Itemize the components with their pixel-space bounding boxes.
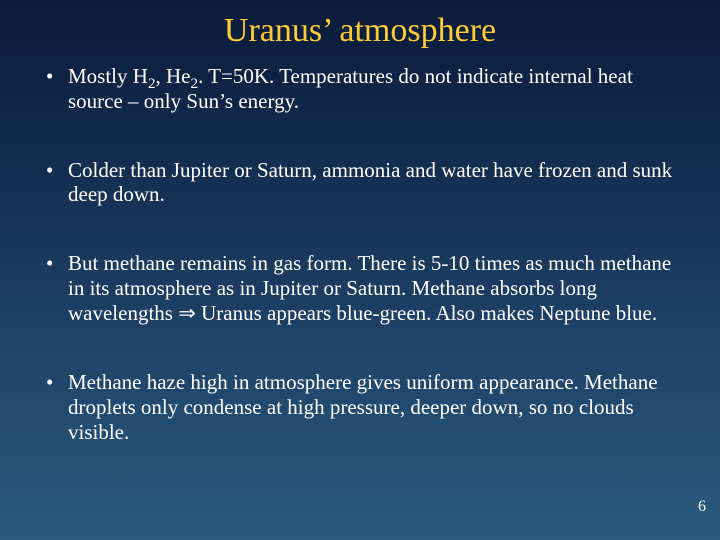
slide-title: Uranus’ atmosphere <box>40 12 680 50</box>
bullet-text: Methane haze high in atmosphere gives un… <box>68 370 658 444</box>
bullet-text: Colder than Jupiter or Saturn, ammonia a… <box>68 158 672 207</box>
bullet-text-fragment: . T=50K. Temperatures do not indicate in… <box>68 64 633 113</box>
bullet-item: But methane remains in gas form. There i… <box>40 251 680 326</box>
implies-arrow-icon: ⇒ <box>178 302 196 325</box>
bullet-item: Methane haze high in atmosphere gives un… <box>40 370 680 444</box>
page-number: 6 <box>698 498 706 516</box>
bullet-item: Colder than Jupiter or Saturn, ammonia a… <box>40 158 680 208</box>
bullet-item: Mostly H2, He2. T=50K. Temperatures do n… <box>40 64 680 114</box>
bullet-text-fragment: Mostly H <box>68 64 148 88</box>
slide: Uranus’ atmosphere Mostly H2, He2. T=50K… <box>0 0 720 540</box>
bullet-text-fragment: , He <box>156 64 191 88</box>
bullet-text-fragment: Uranus appears blue-green. Also makes Ne… <box>196 301 657 325</box>
bullet-list: Mostly H2, He2. T=50K. Temperatures do n… <box>40 64 680 445</box>
